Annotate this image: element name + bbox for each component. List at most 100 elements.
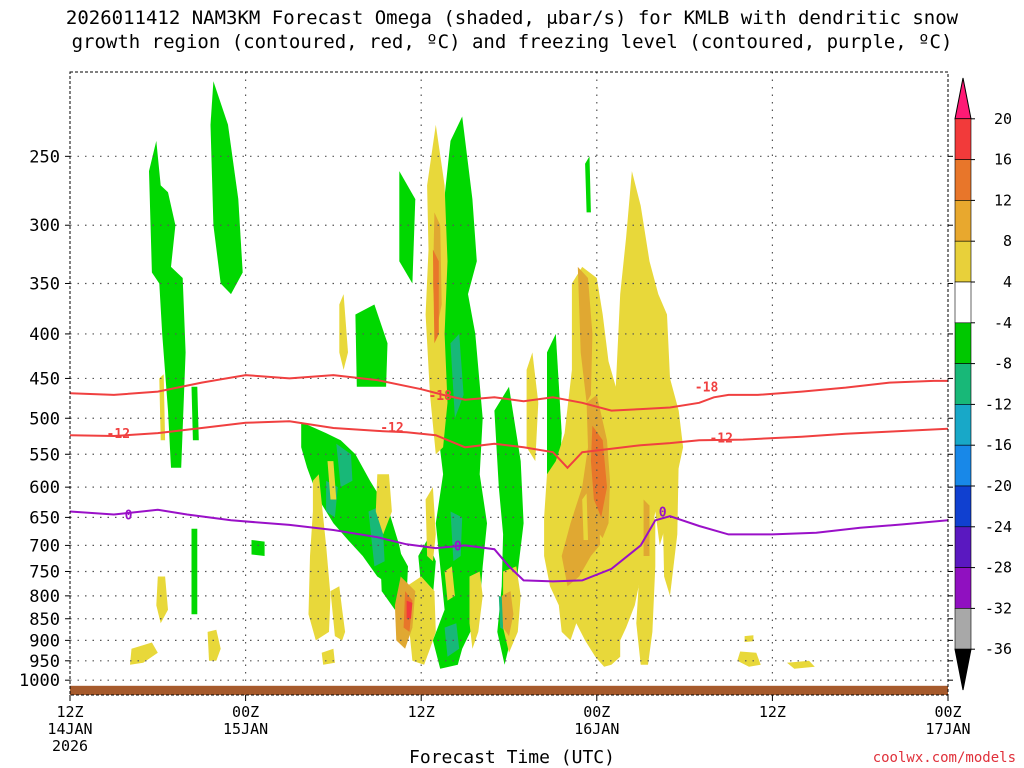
plot-frame xyxy=(69,71,949,696)
omega-region-30 xyxy=(636,487,656,665)
omega-region-23 xyxy=(327,461,337,500)
contour-label-1: -18 xyxy=(695,381,719,396)
colorbar-label-2: 12 xyxy=(994,191,1012,209)
y-tick-label-750: 750 xyxy=(29,562,60,582)
colorbar-bin-5 xyxy=(954,281,972,324)
omega-region-10 xyxy=(191,386,199,441)
y-tick-label-450: 450 xyxy=(29,369,60,389)
x-tick-label-24-0: 12Z xyxy=(408,703,435,721)
y-tick-label-800: 800 xyxy=(29,587,60,607)
omega-region-34 xyxy=(744,635,754,642)
y-tick-label-300: 300 xyxy=(29,216,60,236)
omega-region-39 xyxy=(308,474,331,641)
colorbar-bin-12 xyxy=(954,567,972,609)
omega-region-29 xyxy=(544,171,684,667)
omega-region-0 xyxy=(149,140,186,468)
y-tick-label-950: 950 xyxy=(29,652,60,672)
colorbar-bin-10 xyxy=(954,485,972,528)
omega-region-33 xyxy=(787,660,815,669)
omega-region-3 xyxy=(355,304,388,387)
colorbar-label-9: -20 xyxy=(985,477,1012,495)
omega-region-12 xyxy=(191,528,198,615)
y-tick-label-550: 550 xyxy=(29,445,60,465)
contour-label-0: -18 xyxy=(428,389,452,404)
contour-line-5 xyxy=(70,508,948,583)
omega-region-25 xyxy=(425,487,436,562)
colorbar-bin-8 xyxy=(954,404,972,446)
contour-label-7: 0 xyxy=(659,506,667,521)
omega-region-1 xyxy=(210,81,243,295)
omega-region-27 xyxy=(469,571,483,649)
x-tick-label-36-0: 00Z xyxy=(583,703,610,721)
contour-line-0 xyxy=(70,374,948,412)
colorbar-label-0: 20 xyxy=(994,110,1012,128)
colorbar-label-3: 8 xyxy=(1003,232,1012,250)
omega-region-52 xyxy=(432,249,439,344)
x-tick-label-60-1: 17JAN xyxy=(925,720,970,738)
colorbar-top-arrow xyxy=(954,77,972,120)
contour-label-3: -12 xyxy=(380,421,403,436)
omega-region-19 xyxy=(444,623,460,657)
omega-region-55 xyxy=(406,600,413,619)
colorbar-bottom-arrow xyxy=(954,648,972,691)
contour-label-2: -12 xyxy=(107,427,130,442)
colorbar-label-10: -24 xyxy=(985,518,1012,536)
omega-region-40 xyxy=(321,648,335,665)
colorbar-bin-13 xyxy=(954,608,972,650)
y-tick-label-850: 850 xyxy=(29,610,60,630)
colorbar-bin-4 xyxy=(954,240,972,283)
colorbar-label-11: -28 xyxy=(985,559,1012,577)
colorbar-bin-3 xyxy=(954,200,972,242)
omega-region-51 xyxy=(643,499,650,556)
omega-region-38 xyxy=(159,374,166,441)
omega-region-37 xyxy=(207,629,221,661)
x-tick-label-0-1: 14JAN xyxy=(47,720,92,738)
y-tick-label-400: 400 xyxy=(29,325,60,345)
x-axis-label: Forecast Time (UTC) xyxy=(409,747,615,768)
omega-region-18 xyxy=(450,511,463,562)
omega-region-31 xyxy=(662,410,679,596)
omega-region-32 xyxy=(737,651,761,667)
y-tick-label-650: 650 xyxy=(29,508,60,528)
colorbar-label-6: -8 xyxy=(994,355,1012,373)
omega-region-44 xyxy=(526,352,539,462)
colorbar-bin-9 xyxy=(954,444,972,487)
omega-region-8 xyxy=(494,386,524,665)
colorbar-bin-11 xyxy=(954,526,972,568)
terrain-band xyxy=(70,685,948,695)
contour-line-2 xyxy=(70,420,948,470)
x-tick-label-12-1: 15JAN xyxy=(223,720,268,738)
y-tick-label-350: 350 xyxy=(29,274,60,294)
omega-region-53 xyxy=(590,425,607,518)
omega-region-57 xyxy=(599,534,609,592)
colorbar-bin-6 xyxy=(954,322,972,364)
x-tick-label-12-0: 00Z xyxy=(232,703,259,721)
colorbar-label-13: -36 xyxy=(985,640,1012,658)
omega-region-35 xyxy=(130,642,158,665)
colorbar-bin-7 xyxy=(954,363,972,405)
omega-region-36 xyxy=(156,576,168,624)
credit-link[interactable]: coolwx.com/models xyxy=(872,750,1016,766)
omega-region-42 xyxy=(375,474,392,535)
colorbar-label-8: -16 xyxy=(985,436,1012,454)
contour-label-4: -12 xyxy=(709,431,732,446)
x-tick-label-60-0: 00Z xyxy=(934,703,961,721)
omega-region-46 xyxy=(577,266,593,403)
contour-label-5: 0 xyxy=(125,508,133,523)
colorbar-label-12: -32 xyxy=(985,599,1012,617)
plot-area: -18 -18 -12 -12 -12 0 0 0 xyxy=(70,72,948,695)
chart-title-line-2: growth region (contoured, red, ºC) and f… xyxy=(71,31,953,53)
y-tick-label-500: 500 xyxy=(29,409,60,429)
omega-region-22 xyxy=(330,586,346,641)
omega-region-11 xyxy=(251,540,265,556)
y-tick-label-250: 250 xyxy=(29,147,60,167)
x-tick-label-36-1: 16JAN xyxy=(574,720,619,738)
omega-region-14 xyxy=(585,156,591,213)
colorbar-label-1: 16 xyxy=(994,151,1012,169)
contour-label-6: 0 xyxy=(454,539,462,554)
y-tick-label-600: 600 xyxy=(29,478,60,498)
y-tick-label-1000: 1000 xyxy=(19,671,60,691)
colorbar-label-4: 4 xyxy=(1003,273,1012,291)
colorbar-bin-1 xyxy=(954,118,972,160)
